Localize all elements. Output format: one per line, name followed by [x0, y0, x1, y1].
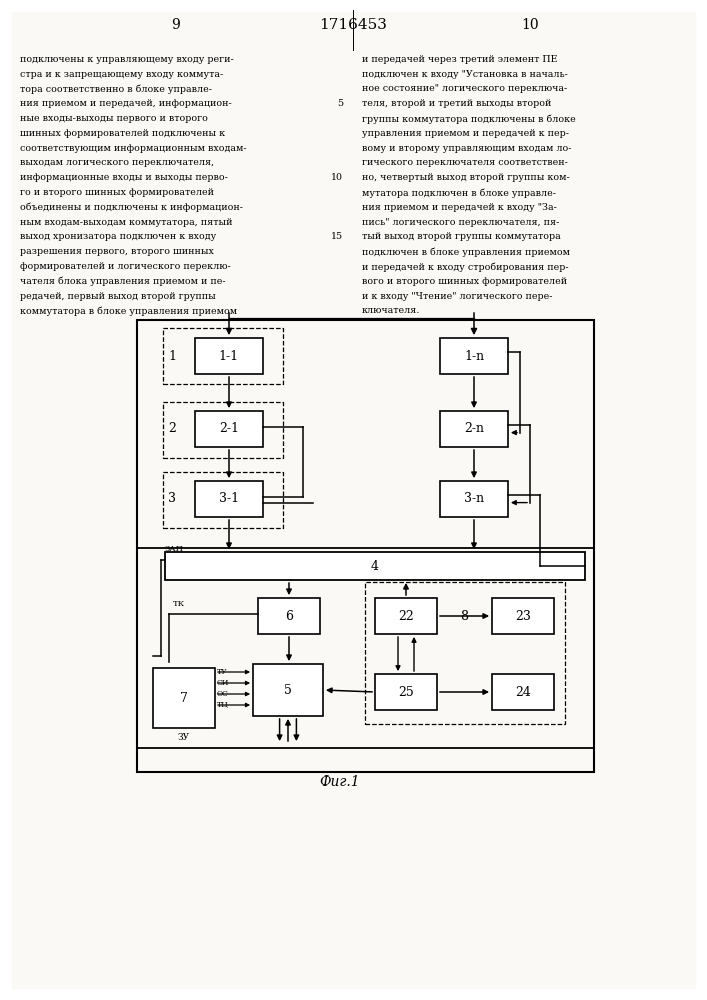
Text: 24: 24 — [515, 686, 531, 698]
Bar — [375, 674, 437, 710]
Text: ЗУ: ЗУ — [178, 734, 190, 742]
Text: 1: 1 — [168, 350, 176, 362]
Text: 1716453: 1716453 — [319, 18, 387, 32]
Text: 4: 4 — [371, 560, 379, 572]
Text: 3-1: 3-1 — [219, 492, 239, 506]
Text: объединены и подключены к информацион-: объединены и подключены к информацион- — [20, 203, 243, 212]
Text: и к входу "Чтение" логического пере-: и к входу "Чтение" логического пере- — [362, 292, 552, 301]
Bar — [163, 402, 283, 458]
Text: 23: 23 — [515, 609, 531, 622]
Text: пись" логического переключателя, пя-: пись" логического переключателя, пя- — [362, 218, 559, 227]
Text: управления приемом и передачей к пер-: управления приемом и передачей к пер- — [362, 129, 569, 138]
Text: ТУ: ТУ — [217, 668, 228, 676]
Bar — [440, 481, 508, 517]
Text: выходам логического переключателя,: выходам логического переключателя, — [20, 158, 214, 167]
Text: 6: 6 — [285, 609, 293, 622]
Bar — [163, 328, 283, 384]
Text: тый выход второй группы коммутатора: тый выход второй группы коммутатора — [362, 232, 561, 241]
Text: 2-n: 2-n — [464, 422, 484, 436]
Bar — [163, 472, 283, 528]
Bar — [492, 674, 554, 710]
Text: гического переключателя соответствен-: гического переключателя соответствен- — [362, 158, 568, 167]
Text: шинных формирователей подключены к: шинных формирователей подключены к — [20, 129, 225, 138]
Bar — [492, 598, 554, 634]
Text: 25: 25 — [398, 686, 414, 698]
Bar — [258, 598, 320, 634]
Text: ТК: ТК — [173, 600, 185, 608]
Bar — [440, 411, 508, 447]
Bar — [375, 598, 437, 634]
Text: подключены к управляющему входу реги-: подключены к управляющему входу реги- — [20, 55, 234, 64]
Text: ТЦ: ТЦ — [217, 701, 229, 709]
Text: ные входы-выходы первого и второго: ные входы-выходы первого и второго — [20, 114, 208, 123]
Text: информационные входы и выходы перво-: информационные входы и выходы перво- — [20, 173, 228, 182]
Text: стра и к запрещающему входу коммута-: стра и к запрещающему входу коммута- — [20, 70, 223, 79]
Text: коммутатора в блоке управления приемом: коммутатора в блоке управления приемом — [20, 306, 237, 316]
Text: разрешения первого, второго шинных: разрешения первого, второго шинных — [20, 247, 214, 256]
Bar — [195, 481, 263, 517]
Text: ния приемом и передачей к входу "За-: ния приемом и передачей к входу "За- — [362, 203, 557, 212]
Text: ОС: ОС — [217, 690, 229, 698]
Text: 5: 5 — [337, 99, 343, 108]
Text: 3: 3 — [168, 492, 176, 506]
Text: ным входам-выходам коммутатора, пятый: ным входам-выходам коммутатора, пятый — [20, 218, 233, 227]
Text: 2-1: 2-1 — [219, 422, 239, 436]
Bar — [253, 664, 323, 716]
Text: вому и второму управляющим входам ло-: вому и второму управляющим входам ло- — [362, 144, 571, 153]
Text: 2: 2 — [168, 422, 176, 436]
Text: 1-n: 1-n — [464, 350, 484, 362]
Text: 3-n: 3-n — [464, 492, 484, 506]
Bar — [137, 320, 594, 772]
Text: СИ: СИ — [217, 679, 229, 687]
Bar — [195, 411, 263, 447]
Text: соответствующим информационным входам-: соответствующим информационным входам- — [20, 144, 247, 153]
Text: ЗАП: ЗАП — [165, 545, 184, 553]
Text: 5: 5 — [284, 684, 292, 696]
Text: ное состояние" логического переключа-: ное состояние" логического переключа- — [362, 84, 567, 93]
Text: формирователей и логического переклю-: формирователей и логического переклю- — [20, 262, 230, 271]
Text: чателя блока управления приемом и пе-: чателя блока управления приемом и пе- — [20, 277, 226, 286]
Text: подключен к входу "Установка в началь-: подключен к входу "Установка в началь- — [362, 70, 568, 79]
Text: 8: 8 — [460, 609, 468, 622]
Text: редачей, первый выход второй группы: редачей, первый выход второй группы — [20, 292, 216, 301]
Text: 10: 10 — [521, 18, 539, 32]
Text: ния приемом и передачей, информацион-: ния приемом и передачей, информацион- — [20, 99, 232, 108]
Bar — [153, 668, 215, 728]
Text: группы коммутатора подключены в блоке: группы коммутатора подключены в блоке — [362, 114, 575, 123]
Text: но, четвертый выход второй группы ком-: но, четвертый выход второй группы ком- — [362, 173, 570, 182]
Text: 10: 10 — [331, 173, 343, 182]
Text: 15: 15 — [331, 232, 343, 241]
Text: выход хронизатора подключен к входу: выход хронизатора подключен к входу — [20, 232, 216, 241]
Text: тора соответственно в блоке управле-: тора соответственно в блоке управле- — [20, 84, 212, 94]
Text: 7: 7 — [180, 692, 188, 704]
Text: вого и второго шинных формирователей: вого и второго шинных формирователей — [362, 277, 567, 286]
Text: 9: 9 — [170, 18, 180, 32]
Bar — [165, 552, 585, 580]
Text: подключен в блоке управления приемом: подключен в блоке управления приемом — [362, 247, 570, 257]
Bar — [195, 338, 263, 374]
Bar — [440, 338, 508, 374]
Text: и передачей к входу стробирования пер-: и передачей к входу стробирования пер- — [362, 262, 568, 271]
Text: и передачей через третий элемент ПЕ: и передачей через третий элемент ПЕ — [362, 55, 558, 64]
Text: 1-1: 1-1 — [219, 350, 239, 362]
Text: го и второго шинных формирователей: го и второго шинных формирователей — [20, 188, 214, 197]
Text: мутатора подключен в блоке управле-: мутатора подключен в блоке управле- — [362, 188, 556, 198]
Bar — [365, 582, 565, 724]
Text: Фиг.1: Фиг.1 — [320, 775, 361, 789]
Text: теля, второй и третий выходы второй: теля, второй и третий выходы второй — [362, 99, 551, 108]
Text: 22: 22 — [398, 609, 414, 622]
Text: ключателя.: ключателя. — [362, 306, 421, 315]
Bar — [137, 548, 594, 748]
